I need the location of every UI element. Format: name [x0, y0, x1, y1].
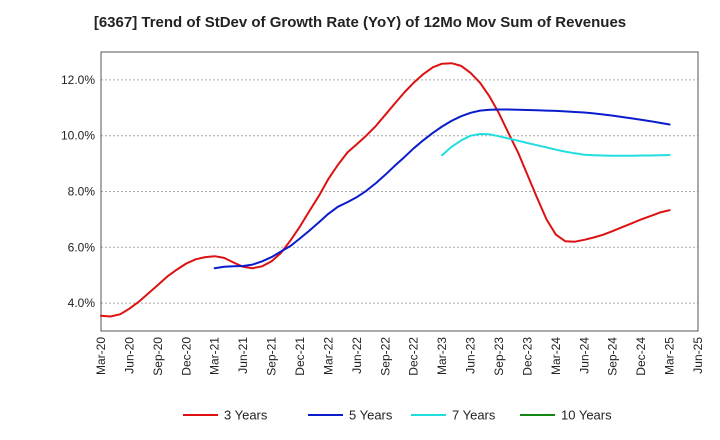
legend-label: 10 Years: [561, 408, 612, 423]
plot-frame: [100, 51, 699, 332]
legend-label: 5 Years: [349, 408, 393, 423]
y-tick-label: 8.0%: [68, 185, 96, 199]
y-tick-label: 12.0%: [61, 73, 95, 87]
x-tick-label: Mar-23: [435, 337, 449, 375]
legend: 3 Years 5 Years 7 Years 10 Years: [183, 408, 612, 423]
x-tick-label: Sep-22: [378, 337, 392, 376]
x-tick-label: Dec-23: [520, 337, 534, 376]
x-tick-label: Mar-21: [208, 337, 222, 375]
x-tick-label: Dec-22: [407, 337, 421, 376]
series-group: [100, 62, 671, 318]
x-tick-label: Mar-20: [94, 337, 108, 375]
x-axis: Mar-20 Jun-20 Sep-20 Dec-20 Mar-21 Jun-21 Sep-…: [94, 337, 705, 376]
x-tick-label: Jun-21: [236, 337, 250, 374]
legend-label: 7 Years: [452, 408, 496, 423]
x-tick-label: Mar-25: [663, 337, 677, 375]
x-tick-label: Jun-22: [350, 337, 364, 374]
y-tick-label: 4.0%: [68, 296, 96, 310]
grid: [101, 79, 698, 304]
x-tick-label: Jun-25: [691, 337, 705, 374]
x-tick-label: Mar-24: [549, 337, 563, 375]
series-line-3-years: [100, 62, 671, 318]
y-tick-label: 6.0%: [68, 240, 96, 254]
x-tick-label: Jun-20: [122, 337, 136, 374]
chart-title: [6367] Trend of StDev of Growth Rate (Yo…: [93, 14, 627, 31]
y-tick-label: 10.0%: [61, 129, 95, 143]
x-tick-label: Sep-20: [151, 337, 165, 376]
x-tick-label: Jun-24: [577, 337, 591, 374]
series-line-7-years: [441, 133, 671, 157]
legend-label: 3 Years: [224, 408, 268, 423]
x-tick-label: Dec-20: [179, 337, 193, 376]
x-tick-label: Dec-24: [634, 337, 648, 376]
x-tick-label: Sep-21: [265, 337, 279, 376]
x-tick-label: Sep-23: [492, 337, 506, 376]
x-tick-label: Mar-22: [321, 337, 335, 375]
x-tick-label: Jun-23: [464, 337, 478, 374]
y-axis: 4.0% 6.0% 8.0% 10.0% 12.0%: [61, 73, 95, 310]
x-tick-label: Dec-21: [293, 337, 307, 376]
x-tick-label: Sep-24: [606, 337, 620, 376]
series-line-5-years: [213, 108, 671, 270]
